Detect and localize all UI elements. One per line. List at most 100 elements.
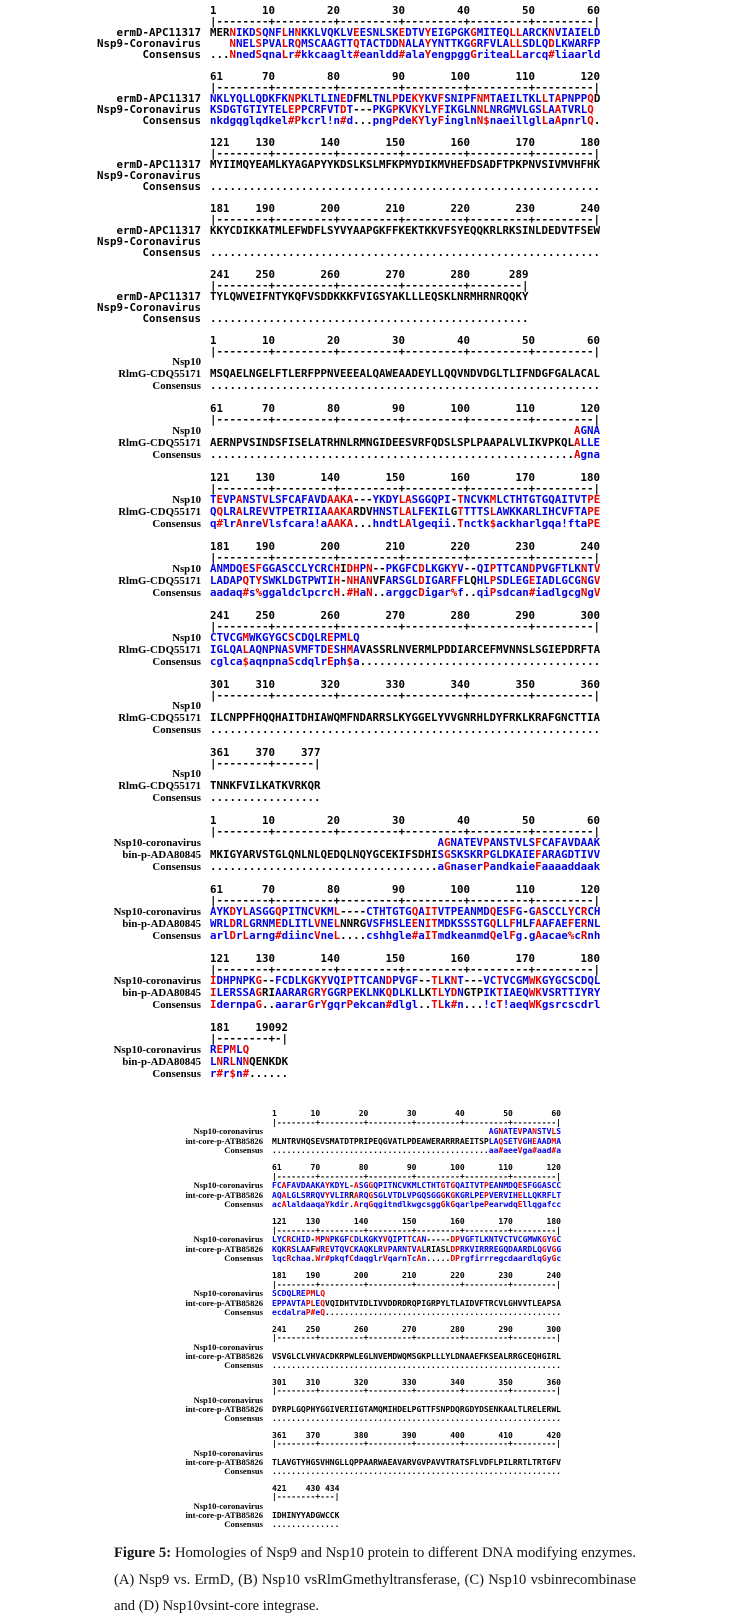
alignment-row: 301 310 320 330 340 350 360 |--------+---… (0, 679, 744, 736)
sequence-line: Nsp10 ANMDQESFGGASCCLYCRCHIDHPN--PKGFCDLK… (0, 563, 744, 575)
row-label: RlmG-CDQ55171 (118, 780, 201, 792)
consensus-line: Consensus r#r$n#...... (0, 1068, 744, 1080)
row-label: RlmG-CDQ55171 (118, 644, 201, 656)
ruler-line: |--------+---------+---------+---------+… (210, 825, 601, 838)
sequence-line: Nsp10-coronavirus (0, 1343, 744, 1352)
consensus-line: Consensus...............................… (0, 181, 744, 192)
sequence-line: Nsp10-coronavirus LYCRCHID-MPNPKGFCDLKGKY… (0, 1235, 744, 1245)
sequence-line: int-core-p-ATB85826 DYRPLGQPHYGGIVERIIGTA… (0, 1405, 744, 1415)
row-label: bin-p-ADA80845 (122, 849, 201, 861)
sequence-line: RlmG-CDQ55171 TNNKFVILKATKVRKQR (0, 780, 744, 792)
row-label: Consensus (152, 449, 201, 461)
ruler-line: |--------+---| (272, 1492, 340, 1502)
row-label: int-core-p-ATB85826 (185, 1135, 264, 1146)
sequence-line: bin-p-ADA80845 ILERSSAGRIAARARGRYGGRPEKLN… (0, 987, 744, 999)
consensus-line: Consensus...............................… (0, 247, 744, 258)
ruler-line: |--------+---------+---------+---------+… (210, 482, 601, 495)
ruler-line: |--------+---------+---------+---------+… (272, 1279, 561, 1289)
row-label: Nsp10-coronavirus (193, 1342, 263, 1353)
ruler-numbers-line: 181 190 200 210 220 230 240 (210, 202, 601, 215)
sequence-line: Nsp10 AGNA (0, 425, 744, 437)
alignment-row: 301 310 320 330 340 350 360 |--------+---… (0, 1378, 744, 1424)
sequence-line: int-core-p-ATB85826 TLAVGTYHGSVHNGLLQPPAA… (0, 1457, 744, 1468)
row-label: Nsp10 (172, 425, 201, 437)
row-label: Nsp9-Coronavirus (96, 37, 201, 50)
alignment-row: 1 10 20 30 40 50 60 |--------+---------+-… (0, 335, 744, 392)
alignment-row: 1 10 20 30 40 50 60 |--------+---------+-… (0, 815, 744, 873)
sequence-line: bin-p-ADA80845 LNRLNNQENKDK (0, 1056, 744, 1068)
sequence-line: Nsp10-coronavirus IDHPNPKG--FCDLKGKYVQIPT… (0, 975, 744, 987)
row-label: Consensus (142, 114, 201, 127)
row-label: Consensus (224, 1199, 263, 1210)
row-label: bin-p-ADA80845 (122, 918, 201, 930)
sequence-line: ermD-APC11317 MYIIMQYEAMLKYAGAPYYKDSLKSLM… (0, 159, 744, 170)
sequence-line: ermD-APC11317 TYLQWVEIFNTYKQFVSDDKKKFVIGS… (0, 291, 744, 302)
alignment-row: 181 190 200 210 220 230 240 |--------+---… (0, 1271, 744, 1318)
alignment-row: 61 70 80 90 100 110 120 |--------+-------… (0, 1163, 744, 1210)
row-label: Consensus (152, 1068, 201, 1080)
ruler-line: |--------+---------+---------+---------+… (210, 689, 601, 702)
figure-caption: Figure 5: Homologies of Nsp9 and Nsp10 p… (114, 1540, 636, 1620)
sequence-line: ermD-APC11317 MERNIKDSQNFLHNKKLVQKLVEESNL… (0, 27, 744, 38)
sequence-line: RlmG-CDQ55171 LADAPQTYSWKLDGTPWTIH-NHANVF… (0, 575, 744, 587)
consensus-line: Consensus...............................… (0, 861, 744, 873)
sequence-line: Nsp10-coronavirus AGNATEVPANSTVLS (0, 1127, 744, 1137)
row-label: Nsp10-coronavirus (113, 906, 201, 918)
alignment-row: 1 10 20 30 40 50 60 |--------+---------+-… (0, 1109, 744, 1156)
sequence-line: RlmG-CDQ55171 AERNPVSINDSFISELATRHNLRMNGI… (0, 437, 744, 449)
alignment-row: 241 250 260 270 280 289 |--------+-------… (0, 269, 744, 324)
row-label: Consensus (152, 861, 201, 873)
row-label: Consensus (142, 48, 201, 61)
ruler-line: |--------+---------+---------+---------+… (272, 1225, 561, 1235)
row-label: int-core-p-ATB85826 (185, 1403, 264, 1414)
consensus-line: Consensus...............................… (0, 1361, 744, 1371)
sequence-line: RlmG-CDQ55171 ILCNPPFHQQHAITDHIAWQMFNDARR… (0, 712, 744, 724)
sequence-line: RlmG-CDQ55171 IGLQALAQNPNASVMFTDESHMAVASS… (0, 644, 744, 656)
ruler-line: |--------+---------+---------+---------+… (272, 1386, 561, 1396)
consensus-line: Consensus IdernpaG..aararGrYgqrPekcan#dlg… (0, 999, 744, 1011)
row-label: Nsp10-coronavirus (193, 1180, 263, 1191)
ruler-numbers-line: 121 130 140 150 160 170 180 (272, 1216, 561, 1226)
row-label: bin-p-ADA80845 (122, 987, 201, 999)
sequence-line: RlmG-CDQ55171 QQLRALREVVTPETRIIAAAKARDVHN… (0, 506, 744, 518)
ruler-numbers-line: 61 70 80 90 100 110 120 (210, 402, 601, 415)
sequence-line: RlmG-CDQ55171 MSQAELNGELFTLERFPPNVEEEALQA… (0, 368, 744, 380)
consensus-line: Consensus...............................… (0, 449, 744, 461)
ruler-line: |--------+---------+---------+---------+… (272, 1333, 561, 1343)
row-label: Consensus (152, 999, 201, 1011)
alignment-row: 61 70 80 90 100 110 120 |--------+-------… (0, 403, 744, 461)
sequence-line: int-core-p-ATB85826 IDHINYYADGWCCK (0, 1509, 744, 1521)
sequence-line: Nsp10-coronavirus (0, 1502, 744, 1511)
sequence-line: bin-p-ADA80845 MKIGYARVSTGLQNLNLQEDQLNQYG… (0, 849, 744, 861)
alignment-panel-A: 1 10 20 30 40 50 60 |--------+---------+-… (0, 5, 744, 324)
consensus-line: Consensus...............................… (0, 1467, 744, 1477)
consensus-line: Consensus aadaq#s%ggaldclpcrcH.#HaN..argg… (0, 587, 744, 599)
row-label: bin-p-ADA80845 (122, 1056, 201, 1068)
alignment-row: 121 130 140 150 160 170 180 |--------+---… (0, 953, 744, 1011)
sequence-line: ermD-APC11317 KKYCDIKKATMLEFWDFLSYVYAAPGK… (0, 225, 744, 236)
ruler-numbers-line: 181 19092 (210, 1021, 289, 1034)
row-label: Nsp9-Coronavirus (96, 169, 201, 182)
row-label: Consensus (152, 792, 201, 804)
row-label: Nsp10 (172, 700, 201, 712)
alignment-row: 61 70 80 90 100 110 120 |--------+-------… (0, 884, 744, 942)
alignment-row: 181 19092 |--------+-| Nsp10-coronavirus RE… (0, 1022, 744, 1080)
alignment-row: 241 250 260 270 280 290 300 |--------+---… (0, 1325, 744, 1371)
row-label: int-core-p-ATB85826 (185, 1509, 264, 1520)
row-label: Nsp10-coronavirus (193, 1500, 263, 1511)
alignment-row: 181 190 200 210 220 230 240 |--------+---… (0, 541, 744, 599)
consensus-line: Consensus arlDrLarng#diincVneL....cshhgle… (0, 930, 744, 942)
row-label: Nsp9-Coronavirus (96, 301, 201, 314)
ruler-line: |--------+---------+---------+---------+… (272, 1117, 561, 1127)
sequence-line: Nsp10 CTVCGMWKGYGCSCDQLREPMLQ (0, 632, 744, 644)
row-label: ermD-APC11317 (116, 26, 201, 39)
ruler-line: |--------+---------+---------+---------+… (210, 894, 601, 907)
row-label: RlmG-CDQ55171 (118, 368, 201, 380)
row-label: ermD-APC11317 (116, 290, 201, 303)
row-label: Nsp10 (172, 494, 201, 506)
alignment-row: 361 370 377 |--------+------| Nsp10 RlmG-CD… (0, 747, 744, 804)
sequence-line: Nsp10 (0, 769, 744, 780)
alignment-row: 121 130 140 150 160 170 180 |--------+---… (0, 137, 744, 192)
sequence-line: Nsp10-coronavirus AGNATEVPANSTVLSFCAFAVD… (0, 837, 744, 849)
row-label: Consensus (152, 656, 201, 668)
